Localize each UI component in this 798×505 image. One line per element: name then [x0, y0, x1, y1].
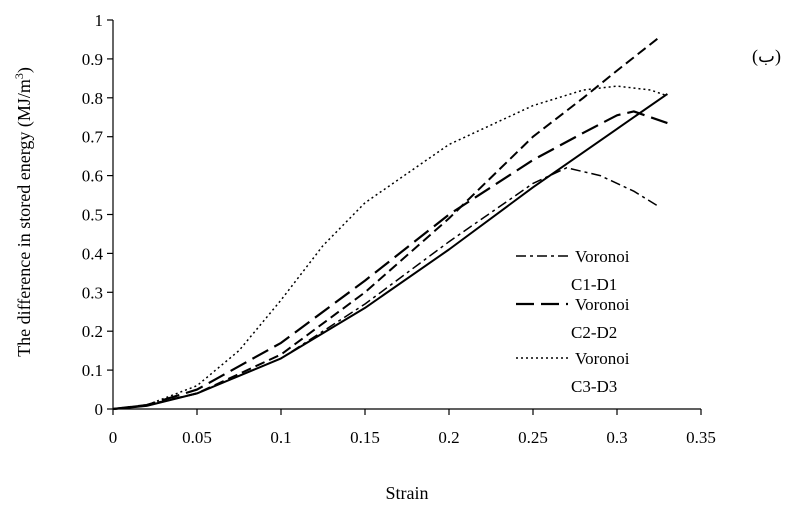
y-tick-label: 0.3: [82, 283, 103, 302]
x-tick-label: 0.1: [270, 428, 291, 447]
x-tick-label: 0.2: [438, 428, 459, 447]
x-tick-label: 0.05: [182, 428, 212, 447]
corner-label: (ب): [752, 46, 781, 67]
x-tick-label: 0: [109, 428, 118, 447]
legend-sublabel-3: C3-D3: [571, 377, 617, 396]
x-tick-label: 0.15: [350, 428, 380, 447]
x-tick-label: 0.35: [686, 428, 716, 447]
y-tick-label: 0: [95, 400, 104, 419]
x-tick-label: 0.3: [606, 428, 627, 447]
x-tick-label: 0.25: [518, 428, 548, 447]
y-axis-title: The difference in stored energy (MJ/m3): [12, 67, 35, 357]
y-tick-label: 1: [95, 11, 104, 30]
legend-sublabel-2: C2-D2: [571, 323, 617, 342]
y-tick-label: 0.6: [82, 167, 103, 186]
y-tick-label: 0.1: [82, 361, 103, 380]
y-tick-label: 0.4: [82, 244, 104, 263]
legend-sublabel-1: C1-D1: [571, 275, 617, 294]
legend-label-1: Voronoi: [575, 247, 630, 266]
x-axis-ticks: 0 0.05 0.1 0.15 0.2 0.25 0.3 0.35: [109, 409, 716, 447]
y-axis-ticks: 0 0.1 0.2 0.3 0.4 0.5 0.6 0.7 0.8 0.9 1: [82, 11, 113, 419]
y-tick-label: 0.9: [82, 50, 103, 69]
y-tick-label: 0.2: [82, 322, 103, 341]
x-axis-title: Strain: [386, 483, 429, 503]
y-tick-label: 0.5: [82, 206, 103, 225]
legend-label-3: Voronoi: [575, 349, 630, 368]
legend-label-2: Voronoi: [575, 295, 630, 314]
y-tick-label: 0.8: [82, 89, 103, 108]
y-tick-label: 0.7: [82, 128, 104, 147]
